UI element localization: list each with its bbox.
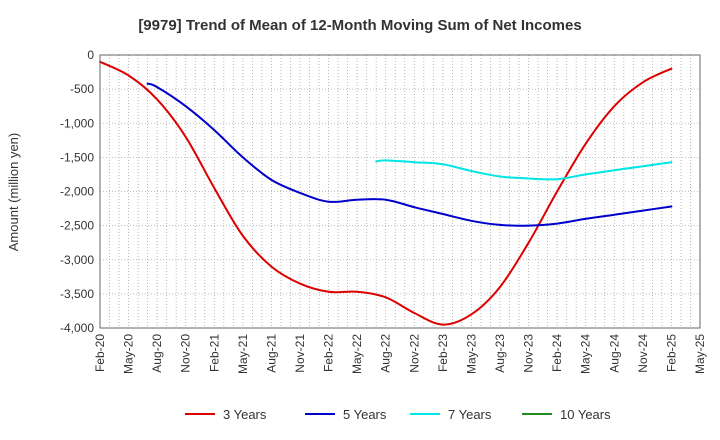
x-tick-label: Aug-24 bbox=[607, 334, 621, 373]
x-tick-label: May-24 bbox=[579, 334, 593, 374]
series-line-3-years bbox=[99, 60, 673, 326]
legend: 3 Years 5 Years 7 Years 10 Years bbox=[185, 407, 611, 422]
y-tick-label: -1,500 bbox=[60, 150, 94, 164]
y-tick-label: -2,500 bbox=[60, 219, 94, 233]
x-tick-label: Nov-21 bbox=[293, 334, 307, 373]
grid bbox=[99, 54, 701, 329]
x-tick-label: Nov-24 bbox=[636, 334, 650, 373]
x-tick-label: Aug-20 bbox=[150, 334, 164, 373]
y-tick-label: -4,000 bbox=[60, 321, 94, 335]
y-tick-label: -3,000 bbox=[60, 253, 94, 267]
axes: 0 -500 -1,000 -1,500 -2,000 -2,500 -3,000 -3,50… bbox=[60, 48, 707, 374]
y-tick-label: -3,500 bbox=[60, 287, 94, 301]
x-tick-label: Feb-20 bbox=[93, 334, 107, 372]
y-tick-label: -1,000 bbox=[60, 116, 94, 130]
x-tick-label: Nov-23 bbox=[522, 334, 536, 373]
x-tick-label: Feb-21 bbox=[207, 334, 221, 372]
y-tick-label: -500 bbox=[70, 82, 94, 96]
series-line-7-years bbox=[375, 159, 673, 181]
plot-frame bbox=[99, 54, 701, 329]
x-tick-label: Nov-20 bbox=[179, 334, 193, 373]
x-tick-label: May-23 bbox=[464, 334, 478, 374]
x-tick-label: Aug-22 bbox=[379, 334, 393, 373]
x-tick-label: May-20 bbox=[122, 334, 136, 374]
x-tick-label: May-22 bbox=[350, 334, 364, 374]
legend-label-5-years: 5 Years bbox=[343, 407, 387, 422]
x-tick-label: Aug-21 bbox=[264, 334, 278, 373]
series-layer bbox=[99, 60, 673, 326]
y-tick-label: -2,000 bbox=[60, 185, 94, 199]
x-tick-label: Feb-22 bbox=[322, 334, 336, 372]
x-tick-label: Feb-24 bbox=[550, 334, 564, 372]
x-tick-label: May-21 bbox=[236, 334, 250, 374]
x-tick-label: Aug-23 bbox=[493, 334, 507, 373]
series-line-5-years bbox=[146, 82, 673, 227]
legend-label-3-years: 3 Years bbox=[223, 407, 267, 422]
x-tick-label: Feb-23 bbox=[436, 334, 450, 372]
y-tick-label: 0 bbox=[87, 48, 94, 62]
chart-title: [9979] Trend of Mean of 12-Month Moving … bbox=[138, 17, 581, 34]
x-tick-label: May-25 bbox=[693, 334, 707, 374]
legend-label-7-years: 7 Years bbox=[448, 407, 492, 422]
x-tick-label: Feb-25 bbox=[664, 334, 678, 372]
y-axis-label: Amount (million yen) bbox=[6, 133, 21, 252]
x-tick-label: Nov-22 bbox=[407, 334, 421, 373]
legend-label-10-years: 10 Years bbox=[560, 407, 611, 422]
